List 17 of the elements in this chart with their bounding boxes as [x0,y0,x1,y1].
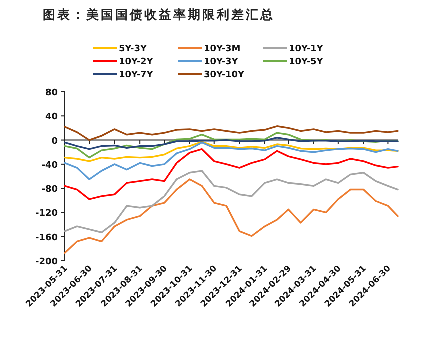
y-tick-label: -200 [35,258,58,268]
legend-label: 10Y-7Y [119,70,154,80]
y-tick-label: 40 [45,112,58,123]
y-tick-label: 80 [45,88,58,98]
y-tick-label: -40 [42,160,58,171]
legend-label: 10Y-5Y [289,58,324,68]
legend-label: 5Y-3Y [119,44,148,54]
y-tick-label: -120 [35,209,58,220]
y-tick-label: -80 [42,185,58,196]
y-tick-label: 0 [52,136,58,147]
legend-label: 10Y-1Y [289,44,324,54]
chart-title: 图表：美国国债收益率期限利差汇总 [43,7,275,22]
legend-label: 30Y-10Y [204,70,245,80]
y-tick-label: -160 [35,233,58,244]
legend-label: 10Y-3M [204,44,241,54]
legend-label: 10Y-2Y [119,58,154,68]
legend-label: 10Y-3Y [204,58,239,68]
